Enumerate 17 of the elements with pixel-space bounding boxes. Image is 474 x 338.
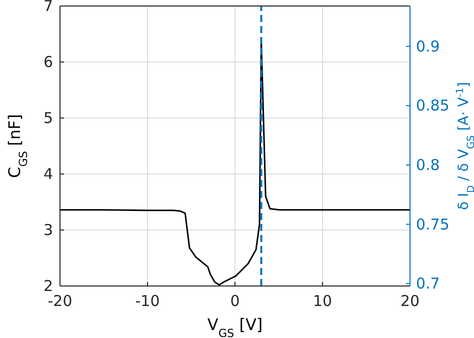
x-tick-label: 20 [400, 292, 420, 310]
y-tick-label: 3 [43, 221, 53, 239]
x-tick-label: -10 [135, 292, 160, 310]
y-tick-label: 2 [43, 277, 53, 295]
x-tick-label: 0 [230, 292, 240, 310]
y2-tick-label: 0.75 [416, 215, 450, 234]
y-tick-label: 5 [43, 109, 53, 127]
y2-tick-label: 0.85 [416, 96, 450, 115]
x-tick-label: -20 [48, 292, 72, 310]
y2-tick-label: 0.7 [416, 274, 440, 293]
y2-tick-label: 0.9 [416, 37, 440, 56]
x-tick-label: 10 [312, 292, 332, 310]
y2-tick-label: 0.8 [416, 156, 440, 174]
x-axis-title: V$_{GS}$ [V] [207, 315, 263, 338]
y-tick-label: 4 [43, 165, 53, 183]
y-tick-label: 6 [43, 53, 53, 71]
y-tick-label: 7 [43, 0, 53, 15]
